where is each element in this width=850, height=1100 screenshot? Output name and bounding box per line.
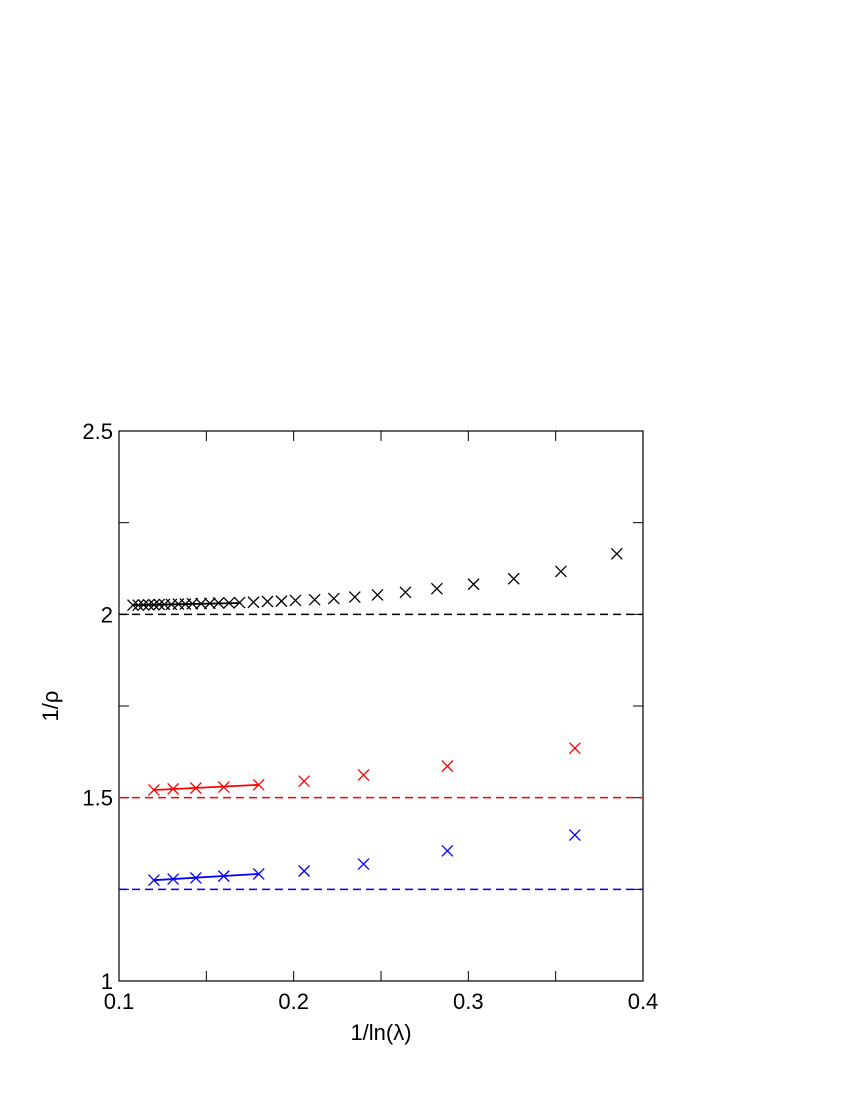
data-point: [430, 582, 443, 595]
y-tick-label: 2: [101, 602, 113, 627]
x-tick-label: 0.3: [453, 989, 484, 1014]
data-point: [127, 599, 139, 612]
data-point: [610, 547, 623, 560]
y-tick-label: 2.5: [82, 419, 113, 444]
data-point: [568, 829, 581, 842]
x-tick-label: 0.1: [104, 989, 135, 1014]
x-axis-label: 1/ln(λ): [350, 1020, 411, 1045]
data-point: [247, 596, 260, 609]
data-point: [357, 768, 370, 781]
x-tick-label: 0.2: [278, 989, 309, 1014]
y-axis-label: 1/ρ: [38, 691, 63, 722]
data-point: [147, 874, 160, 887]
data-point: [441, 760, 454, 773]
data-point: [327, 592, 340, 605]
data-point: [568, 742, 581, 755]
data-point: [467, 578, 480, 591]
data-point: [289, 594, 302, 607]
data-point: [357, 858, 370, 870]
data-point: [441, 844, 454, 857]
data-point: [275, 595, 288, 608]
data-point: [399, 586, 412, 599]
fit-line: [153, 873, 259, 882]
data-point: [308, 593, 321, 606]
data-point: [298, 775, 311, 788]
plot-frame: [118, 430, 644, 982]
data-point: [298, 865, 311, 877]
data-point: [554, 565, 567, 578]
data-point: [233, 596, 246, 609]
x-tick-label: 0.4: [628, 989, 659, 1014]
fit-line: [132, 602, 240, 607]
data-point: [371, 588, 384, 601]
data-point: [261, 595, 274, 608]
fit-line: [153, 783, 259, 791]
data-point: [147, 784, 160, 796]
y-tick-label: 1: [101, 969, 113, 994]
data-point: [348, 591, 361, 604]
y-tick-label: 1.5: [82, 786, 113, 811]
data-point: [507, 572, 520, 585]
